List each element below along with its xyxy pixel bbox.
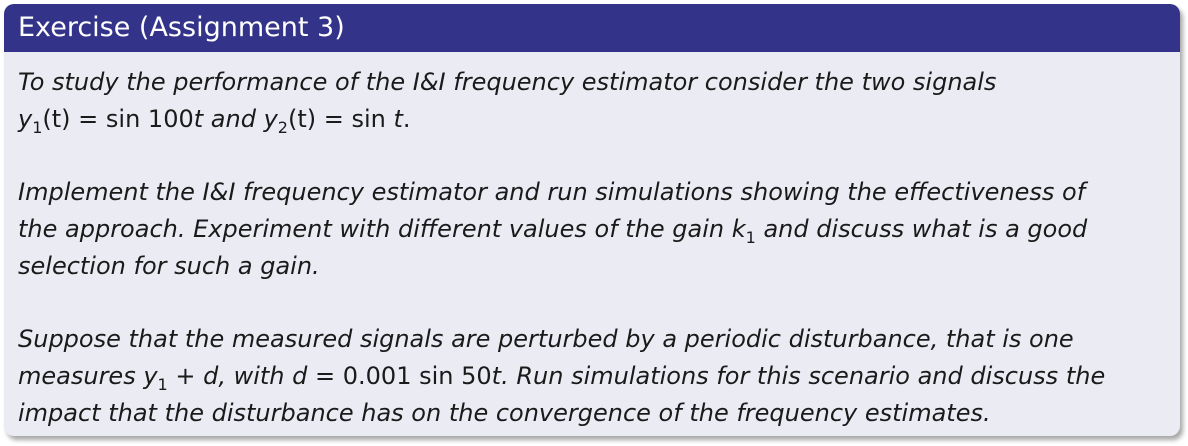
math-subscript: 1 bbox=[157, 374, 168, 394]
paragraph-line: impact that the disturbance has on the c… bbox=[18, 399, 991, 427]
text-span: , with bbox=[218, 362, 293, 390]
paragraph-line: measures y1 + d, with d = 0.001 sin 50t.… bbox=[18, 358, 1166, 395]
math-text: = bbox=[307, 362, 343, 390]
math-text: 0.001 sin 50 bbox=[342, 362, 492, 390]
paragraph-line: y1(t) = sin 100t and y2(t) = sin t. bbox=[18, 101, 1166, 138]
math-var: d bbox=[203, 362, 219, 390]
math-subscript: 1 bbox=[745, 227, 756, 247]
math-var: t bbox=[393, 105, 403, 133]
math-text: sin 100 bbox=[105, 105, 194, 133]
math-text: sin bbox=[351, 105, 394, 133]
block-title: Exercise (Assignment 3) bbox=[4, 4, 1180, 52]
math-var: t bbox=[193, 105, 204, 133]
text-span: the approach. Experiment with different … bbox=[18, 215, 732, 243]
text-span: and discuss what is a good bbox=[755, 215, 1088, 243]
math-text: + bbox=[167, 362, 204, 390]
math-var: y bbox=[263, 105, 278, 133]
text-span: and bbox=[203, 105, 264, 133]
math-var: y bbox=[143, 362, 158, 390]
math-var: d bbox=[292, 362, 308, 390]
paragraph-line: selection for such a gain. bbox=[18, 252, 320, 280]
math-var: t bbox=[491, 362, 502, 390]
block-body: To study the performance of the I&I freq… bbox=[4, 52, 1180, 432]
paragraph-disturbance: Suppose that the measured signals are pe… bbox=[18, 321, 1166, 432]
math-text: (t) = bbox=[287, 105, 352, 133]
math-var: y bbox=[18, 105, 33, 133]
math-var: k bbox=[731, 215, 746, 243]
exercise-block: Exercise (Assignment 3) To study the per… bbox=[4, 4, 1180, 436]
paragraph-line: Implement the I&I frequency estimator an… bbox=[18, 178, 1086, 206]
math-text: . bbox=[402, 105, 411, 133]
text-span: . Run simulations for this scenario and … bbox=[501, 362, 1106, 390]
math-subscript: 2 bbox=[277, 117, 288, 137]
paragraph-line: To study the performance of the I&I freq… bbox=[18, 68, 997, 96]
paragraph-signals: To study the performance of the I&I freq… bbox=[18, 64, 1166, 138]
math-text: (t) = bbox=[42, 105, 106, 133]
paragraph-line: the approach. Experiment with different … bbox=[18, 211, 1166, 248]
text-span: measures bbox=[18, 362, 144, 390]
paragraph-line: Suppose that the measured signals are pe… bbox=[18, 325, 1074, 353]
paragraph-implement: Implement the I&I frequency estimator an… bbox=[18, 174, 1166, 285]
math-subscript: 1 bbox=[32, 117, 43, 137]
